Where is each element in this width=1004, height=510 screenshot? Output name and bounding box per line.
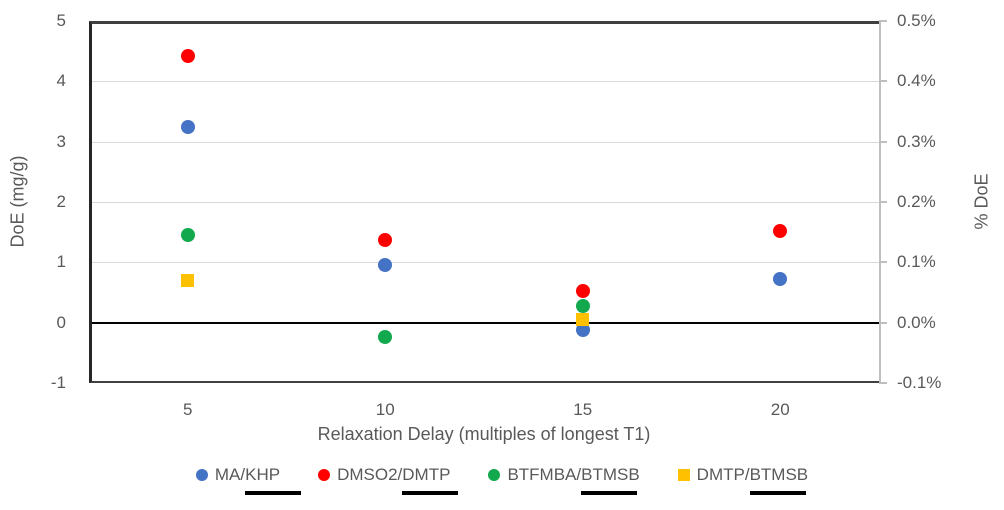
x-tick-label: 15: [573, 400, 593, 419]
y-tick-label-left: 5: [56, 11, 66, 30]
y-tick-mark: [879, 20, 887, 22]
legend-label-underlined: BTMSB: [749, 465, 809, 495]
legend-square-marker-icon: [677, 469, 690, 481]
y-tick-label-right: 0.4%: [897, 71, 936, 91]
data-point: [576, 313, 590, 327]
y-tick-mark: [879, 261, 887, 264]
zero-line: [92, 321, 879, 324]
y-tick-label-right: 0.3%: [897, 131, 936, 151]
legend-item: BTFMBA/BTMSB: [488, 465, 640, 495]
legend-label-plain: BTFMBA/: [507, 465, 582, 484]
y-tick-label-right: -0.1%: [897, 373, 942, 392]
y-tick-mark: [879, 321, 887, 324]
legend: MA/KHP DMSO2/DMTP BTFMBA/BTMSB DMTP/BTMSB: [0, 458, 1004, 495]
y-tick-label-left: 2: [56, 192, 66, 211]
legend-label: DMTP/BTMSB: [696, 465, 809, 495]
data-point: [378, 329, 393, 344]
data-point: [773, 223, 788, 238]
legend-label-underlined: DMTP: [402, 465, 459, 495]
legend-label: MA/KHP: [214, 465, 302, 495]
y-tick-mark: [879, 80, 887, 83]
plot-area: [89, 21, 879, 383]
data-point: [575, 299, 590, 314]
x-tick-label: 20: [770, 400, 790, 419]
legend-label-plain: MA/: [214, 465, 246, 484]
gridline: [92, 81, 879, 83]
data-point: [378, 257, 393, 272]
data-point: [180, 228, 195, 243]
data-point: [180, 48, 195, 63]
y-tick-label-right: 0.0%: [897, 312, 936, 332]
legend-item: DMSO2/DMTP: [318, 465, 459, 495]
gridline: [92, 202, 879, 203]
data-point: [181, 273, 195, 287]
y-tick-label-left: 4: [56, 71, 66, 91]
legend-item: DMTP/BTMSB: [677, 465, 809, 495]
y-tick-label-left: 0: [56, 312, 66, 332]
y-tick-label-right: 0.1%: [897, 252, 936, 272]
data-point: [773, 271, 788, 286]
legend-label: DMSO2/DMTP: [337, 465, 459, 495]
data-point: [378, 233, 393, 247]
gridline: [92, 262, 879, 264]
legend-item: MA/KHP: [195, 465, 302, 495]
legend-label-plain: DMSO2/: [337, 465, 403, 484]
y-tick-label-left: -1: [50, 373, 66, 392]
data-point: [180, 119, 195, 134]
x-tick-label: 5: [183, 400, 193, 419]
legend-label-underlined: BTMSB: [581, 465, 640, 495]
data-point: [575, 284, 590, 299]
y-axis-title-right: % DoE: [971, 173, 992, 230]
legend-label: BTFMBA/BTMSB: [507, 465, 640, 495]
legend-label-underlined: KHP: [245, 465, 302, 495]
y-tick-label-right: 0.2%: [897, 192, 936, 211]
x-tick-label: 10: [375, 400, 395, 419]
y-tick-mark: [879, 140, 887, 143]
legend-label-plain: DMTP/: [696, 465, 750, 484]
y-tick-label-right: 0.5%: [897, 11, 936, 30]
legend-circle-marker-icon: [488, 469, 501, 481]
data-point: [575, 322, 590, 337]
y-tick-label-left: 3: [56, 131, 66, 151]
gridline: [92, 141, 879, 143]
y-tick-label-left: 1: [56, 252, 66, 272]
x-axis-title: Relaxation Delay (multiples of longest T…: [317, 424, 651, 444]
legend-circle-marker-icon: [195, 469, 208, 481]
y-tick-mark: [879, 382, 887, 384]
y-tick-mark: [879, 201, 887, 203]
legend-circle-marker-icon: [318, 469, 331, 481]
